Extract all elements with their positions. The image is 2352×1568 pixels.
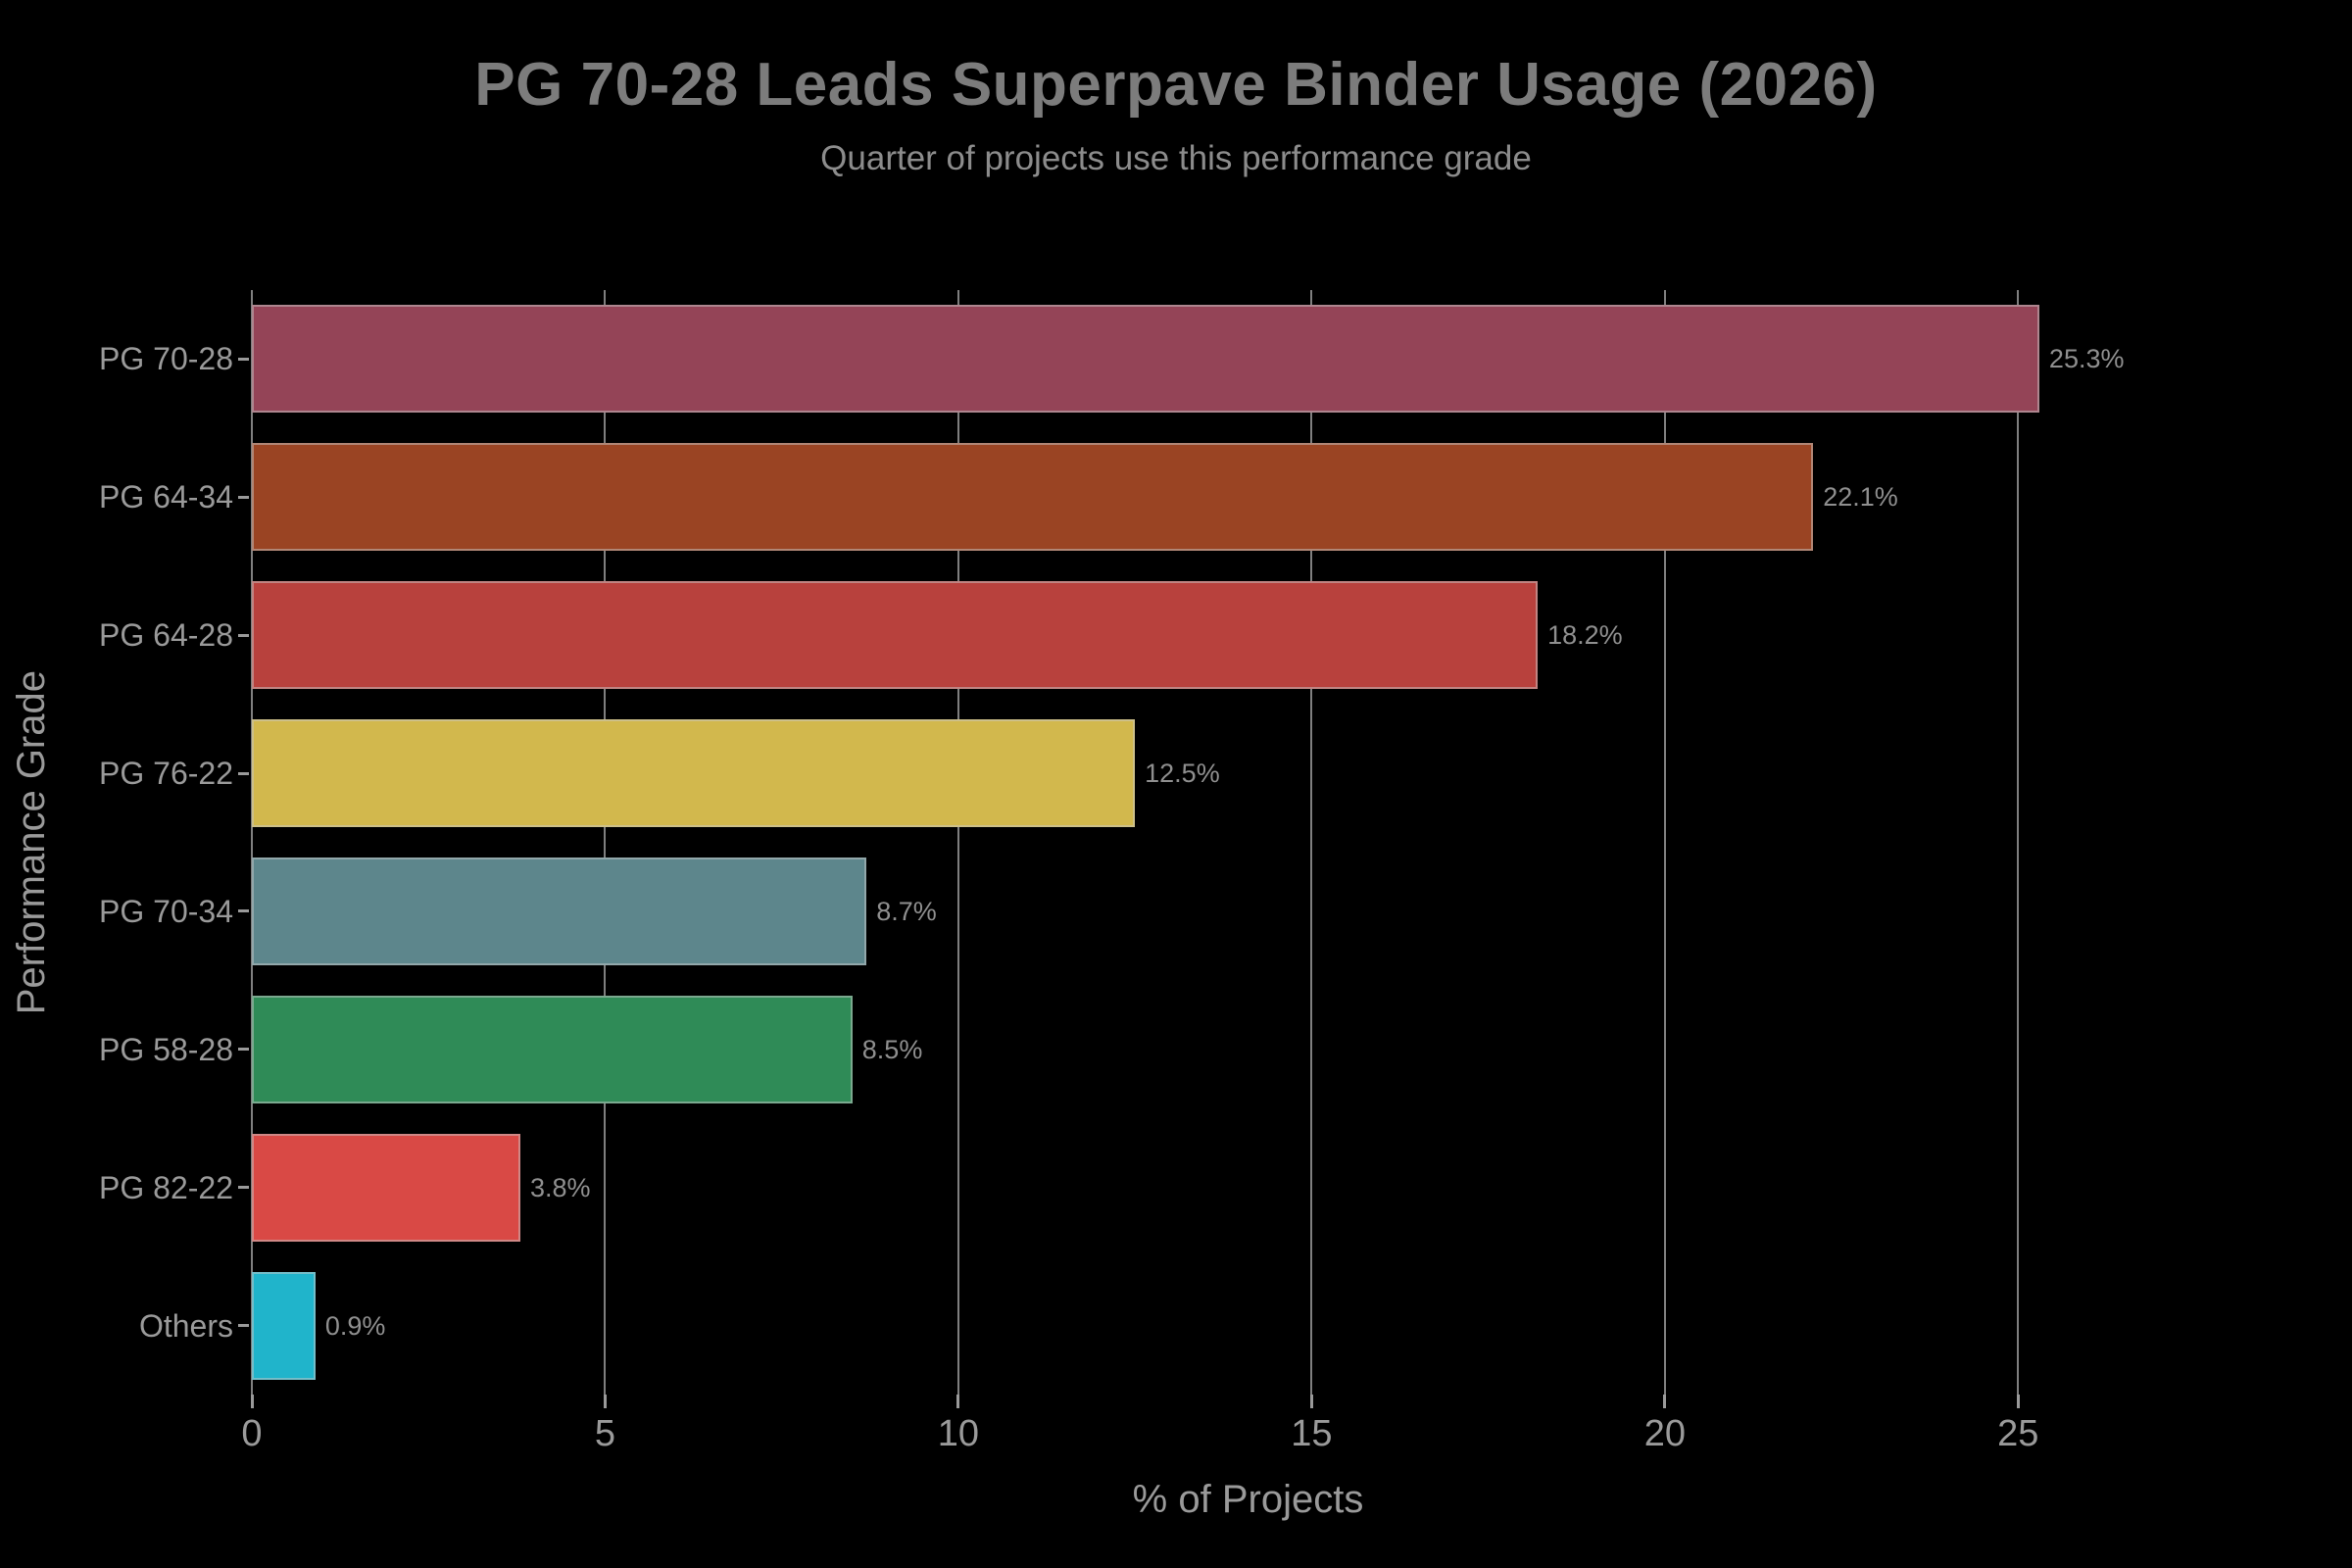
- y-tick-mark: [238, 633, 249, 637]
- bar: [252, 305, 2039, 414]
- y-tick-mark: [238, 909, 249, 913]
- x-tick-label: 20: [1643, 1413, 1686, 1454]
- chart-subtitle: Quarter of projects use this performance…: [820, 139, 1532, 177]
- y-tick-mark: [238, 1324, 249, 1328]
- y-tick-label: PG 64-28: [99, 617, 233, 654]
- bar-value-label: 18.2%: [1547, 620, 1623, 651]
- y-tick-label: Others: [138, 1307, 233, 1344]
- y-tick-mark: [238, 1048, 249, 1052]
- gridline: [251, 290, 253, 1395]
- y-tick-mark: [238, 771, 249, 775]
- y-tick-label: PG 64-34: [99, 479, 233, 515]
- gridline: [1663, 290, 1666, 1395]
- x-axis-title: % of Projects: [1132, 1478, 1364, 1521]
- bar-value-label: 25.3%: [2048, 344, 2125, 374]
- bar-value-label: 8.5%: [861, 1034, 923, 1064]
- bar: [252, 1271, 316, 1380]
- bar-value-label: 8.7%: [876, 896, 937, 926]
- x-tick-mark: [250, 1395, 254, 1408]
- bar: [252, 581, 1539, 690]
- x-tick-label: 5: [594, 1413, 616, 1454]
- x-tick-mark: [603, 1395, 607, 1408]
- bar-value-label: 12.5%: [1145, 759, 1220, 789]
- y-tick-mark: [238, 1186, 249, 1190]
- bar: [252, 443, 1814, 552]
- y-tick-label: PG 70-34: [99, 893, 233, 929]
- bar-value-label: 22.1%: [1823, 482, 1898, 513]
- x-tick-label: 15: [1291, 1413, 1333, 1454]
- y-tick-label: PG 76-22: [99, 756, 233, 792]
- bar-value-label: 0.9%: [324, 1310, 386, 1341]
- y-tick-mark: [238, 495, 249, 499]
- gridline: [956, 290, 959, 1395]
- y-axis-title: Performance Grade: [9, 669, 53, 1015]
- x-tick-label: 25: [1997, 1413, 2039, 1454]
- x-tick-mark: [1309, 1395, 1313, 1408]
- bar: [252, 719, 1136, 828]
- y-tick-label: PG 70-28: [99, 341, 233, 377]
- bar: [252, 1133, 520, 1242]
- chart-title: PG 70-28 Leads Superpave Binder Usage (2…: [474, 51, 1878, 119]
- x-tick-label: 10: [937, 1413, 980, 1454]
- y-tick-label: PG 58-28: [99, 1031, 233, 1067]
- gridline: [1310, 290, 1313, 1395]
- x-tick-mark: [2016, 1395, 2020, 1408]
- x-tick-label: 0: [241, 1413, 263, 1454]
- bar: [252, 857, 867, 965]
- bar-value-label: 3.8%: [529, 1172, 591, 1202]
- x-tick-mark: [1663, 1395, 1667, 1408]
- bar: [252, 995, 853, 1103]
- y-tick-mark: [238, 357, 249, 361]
- x-tick-mark: [956, 1395, 960, 1408]
- y-axis-title-container: Performance Grade: [0, 290, 63, 1395]
- y-tick-label: PG 82-22: [99, 1169, 233, 1205]
- gridline: [2017, 290, 2020, 1395]
- gridline: [604, 290, 607, 1395]
